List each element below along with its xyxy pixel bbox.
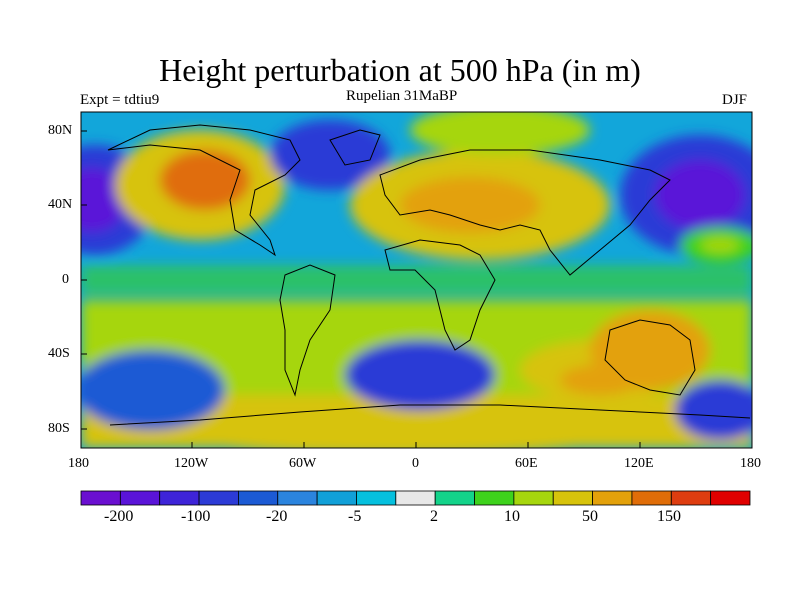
- lon-label-180e: 180: [740, 456, 761, 471]
- colorbar-label: -5: [348, 508, 362, 525]
- experiment-label: Expt = tdtiu9: [80, 92, 160, 108]
- colorbar-swatch: [631, 490, 672, 506]
- colorbar-label: -100: [181, 508, 211, 525]
- lat-label-0: 0: [62, 272, 69, 287]
- coastlines: [107, 124, 751, 426]
- lon-label-120w: 120W: [174, 456, 209, 471]
- colorbar-swatch: [198, 490, 239, 506]
- colorbar-label: -200: [104, 508, 134, 525]
- colorbar-swatch: [474, 490, 515, 506]
- lon-label-180w: 180: [68, 456, 89, 471]
- colorbar-label: 10: [504, 508, 520, 525]
- lon-label-0: 0: [412, 456, 419, 471]
- colorbar-swatch: [395, 490, 436, 506]
- lon-label-60e: 60E: [515, 456, 538, 471]
- colorbar-swatch: [552, 490, 593, 506]
- map-ticks: [81, 130, 641, 448]
- colorbar-label: 2: [430, 508, 438, 525]
- season-label: DJF: [722, 92, 748, 108]
- map-subtitle: Rupelian 31MaBP: [346, 88, 458, 104]
- colorbar-swatch: [356, 490, 397, 506]
- colorbar-swatch: [238, 490, 279, 506]
- lon-label-60w: 60W: [289, 456, 317, 471]
- colorbar-swatch: [710, 490, 751, 506]
- colorbar-label: -20: [266, 508, 288, 525]
- colorbar-label: 150: [657, 508, 681, 525]
- colorbar-swatch: [277, 490, 318, 506]
- colorbar-swatch: [592, 490, 633, 506]
- perturbation-field: [81, 112, 752, 448]
- lon-label-120e: 120E: [624, 456, 654, 471]
- colorbar-swatch: [670, 490, 712, 506]
- colorbar: [80, 490, 751, 506]
- colorbar-swatch: [159, 490, 200, 506]
- colorbar-swatch: [80, 490, 121, 506]
- map-title: Height perturbation at 500 hPa (in m): [159, 52, 641, 88]
- colorbar-swatch: [119, 490, 161, 506]
- lat-label-80s: 80S: [48, 421, 70, 436]
- colorbar-swatch: [513, 490, 554, 506]
- colorbar-label: 50: [582, 508, 598, 525]
- colorbar-swatch: [434, 490, 475, 506]
- lat-label-80n: 80N: [48, 123, 73, 138]
- lat-label-40n: 40N: [48, 197, 73, 212]
- colorbar-swatch: [316, 490, 357, 506]
- lat-label-40s: 40S: [48, 346, 70, 361]
